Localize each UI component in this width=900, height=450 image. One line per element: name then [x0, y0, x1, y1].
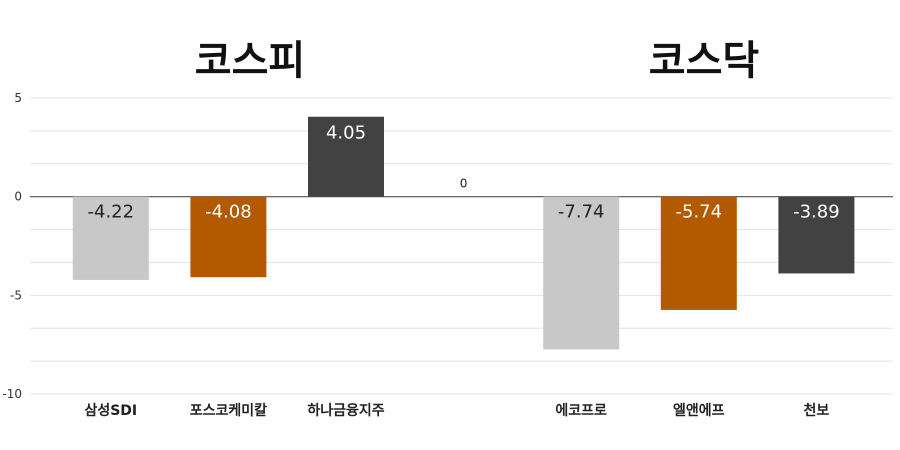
- bar: [190, 196, 267, 278]
- category-label: 천보: [804, 403, 830, 419]
- value-labels: -4.22 -4.08 4.05 -7.74 -5.74 -3.89 0: [88, 123, 840, 223]
- y-tick-label: -5: [10, 288, 22, 302]
- y-tick-label: 5: [14, 91, 22, 105]
- bar: [72, 196, 149, 280]
- category-label: 하나금융지주: [307, 402, 384, 419]
- category-label: 엘앤에프: [673, 402, 725, 419]
- bar: [778, 196, 855, 274]
- bars: [72, 116, 855, 350]
- y-tick-label: 0: [14, 190, 22, 204]
- category-label: 에코프로: [555, 403, 607, 419]
- gap-value-label: 0: [460, 177, 468, 191]
- category-label: 포스코케미칼: [190, 403, 267, 419]
- bar-value-label: -7.74: [558, 202, 605, 223]
- kosdaq-title: 코스닥: [648, 38, 760, 84]
- bar: [660, 196, 737, 310]
- bar-value-label: 4.05: [326, 123, 366, 144]
- bar-value-label: -3.89: [793, 202, 840, 223]
- kospi-title: 코스피: [194, 38, 306, 84]
- bar-value-label: -4.22: [88, 202, 135, 223]
- bar: [308, 116, 384, 197]
- y-axis-labels: 5 0 -5 -10: [2, 91, 22, 401]
- category-labels: 삼성SDI 포스코케미칼 하나금융지주 에코프로 엘앤에프 천보: [84, 402, 829, 419]
- gridlines: [30, 97, 893, 395]
- category-label: 삼성SDI: [84, 403, 137, 419]
- y-tick-label: -10: [2, 387, 22, 401]
- bar-value-label: -4.08: [205, 202, 252, 223]
- bar-value-label: -5.74: [676, 202, 723, 223]
- bar: [543, 196, 620, 350]
